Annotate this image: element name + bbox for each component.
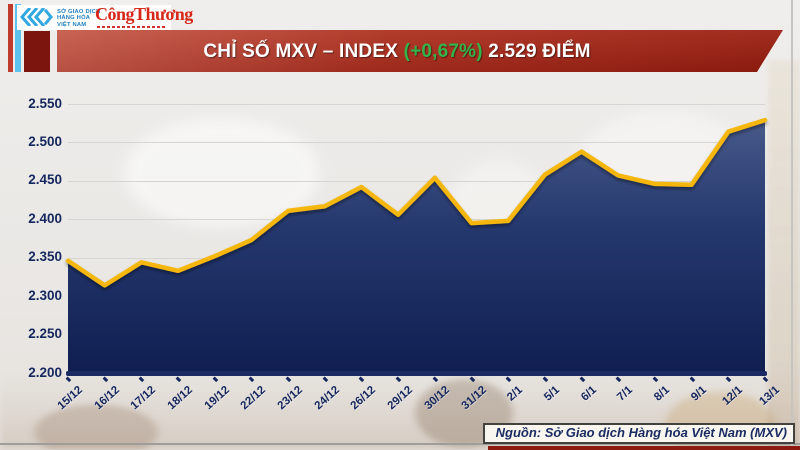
y-axis-label: 2.300 — [28, 287, 62, 303]
title-main: CHỈ SỐ MXV – INDEX — [203, 41, 404, 62]
y-axis-label: 2.450 — [28, 172, 62, 188]
gridline — [68, 104, 765, 105]
y-axis-label: 2.400 — [28, 210, 62, 226]
x-axis-line — [66, 371, 767, 376]
left-stripe-maroon — [24, 31, 50, 72]
y-axis-label: 2.500 — [28, 133, 62, 149]
left-stripe-red — [8, 4, 13, 72]
mxv-logo-line2: HÀNG HÓA — [57, 15, 91, 22]
gridline — [68, 142, 765, 144]
photo-collage-right-background — [768, 60, 800, 450]
mxv-logo-text: SỞ GIAO DỊCH HÀNG HÓA VIỆT NAM — [57, 9, 100, 30]
logo-panel: SỞ GIAO DỊCH HÀNG HÓA VIỆT NAM CôngThươn… — [17, 4, 193, 30]
gridline — [68, 219, 765, 221]
bottom-divider — [0, 443, 800, 445]
congthuong-logo: CôngThương — [95, 4, 193, 24]
source-box-shadow — [488, 446, 800, 450]
congthuong-tagline — [97, 25, 167, 28]
mxv-logo-line3: VIỆT NAM — [57, 22, 87, 29]
y-axis-label: 2.250 — [28, 326, 62, 342]
title-change-percent: (+0,67%) — [403, 41, 483, 62]
title-value: 2.529 ĐIỂM — [482, 41, 591, 62]
right-edge-line — [791, 0, 793, 450]
gridline — [68, 257, 765, 259]
y-axis-label: 2.550 — [28, 95, 62, 111]
source-caption: Nguồn: Sở Giao dịch Hàng hóa Việt Nam (M… — [483, 423, 795, 444]
left-stripe-blue — [15, 4, 21, 72]
gridline — [68, 296, 765, 298]
gridline — [68, 180, 765, 182]
y-axis-label: 2.200 — [28, 364, 62, 380]
page-title: CHỈ SỐ MXV – INDEX (+0,67%) 2.529 ĐIỂM — [57, 30, 783, 72]
mxv-logo-icon — [20, 8, 53, 26]
mxv-logo-line1: SỞ GIAO DỊCH — [57, 8, 101, 15]
gridline — [68, 334, 765, 336]
world-map-background — [90, 90, 750, 365]
title-banner: CHỈ SỐ MXV – INDEX (+0,67%) 2.529 ĐIỂM — [57, 30, 783, 72]
y-axis-label: 2.350 — [28, 249, 62, 265]
